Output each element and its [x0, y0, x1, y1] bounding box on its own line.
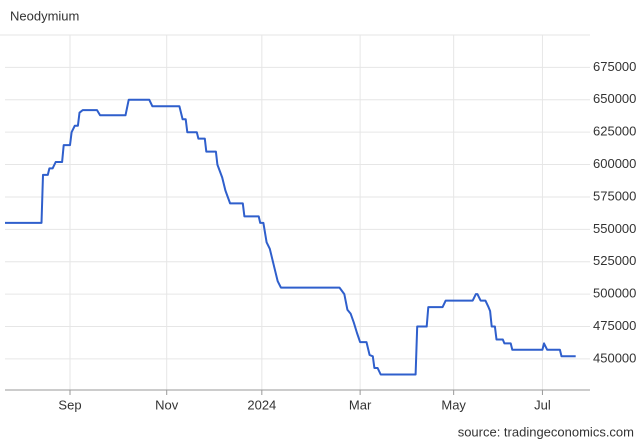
x-tick-label: 2024	[247, 397, 276, 412]
y-tick-label: 650000	[593, 91, 636, 106]
x-tick-label: Sep	[58, 397, 81, 412]
y-tick-label: 475000	[593, 318, 636, 333]
x-tick-label: Mar	[349, 397, 372, 412]
y-tick-label: 625000	[593, 124, 636, 139]
x-tick-label: May	[441, 397, 466, 412]
y-tick-label: 575000	[593, 188, 636, 203]
y-tick-label: 525000	[593, 253, 636, 268]
y-tick-label: 550000	[593, 221, 636, 236]
x-tick-label: Jul	[534, 397, 551, 412]
y-tick-label: 600000	[593, 156, 636, 171]
y-tick-label: 675000	[593, 59, 636, 74]
chart-title: Neodymium	[10, 8, 79, 23]
y-tick-label: 450000	[593, 350, 636, 365]
x-tick-label: Nov	[155, 397, 179, 412]
source: source: tradingeconomics.com	[458, 424, 634, 439]
line-series	[5, 98, 576, 376]
y-tick-label: 500000	[593, 286, 636, 301]
